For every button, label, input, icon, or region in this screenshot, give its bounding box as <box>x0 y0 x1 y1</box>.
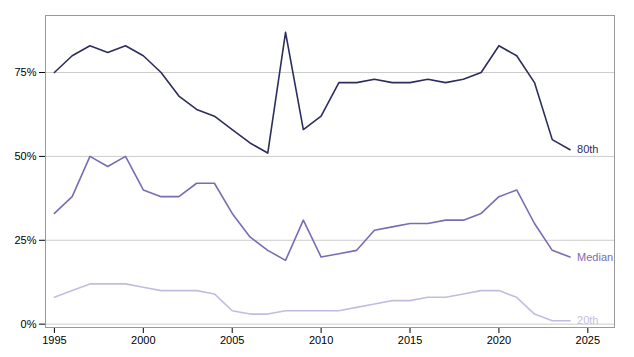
svg-text:2000: 2000 <box>131 334 155 346</box>
svg-text:2020: 2020 <box>487 334 511 346</box>
svg-text:0%: 0% <box>21 318 37 330</box>
svg-text:1995: 1995 <box>42 334 66 346</box>
svg-text:2025: 2025 <box>576 334 600 346</box>
svg-text:25%: 25% <box>14 234 36 246</box>
svg-text:50%: 50% <box>14 150 36 162</box>
svg-text:2015: 2015 <box>398 334 422 346</box>
svg-text:75%: 75% <box>14 66 36 78</box>
svg-text:2005: 2005 <box>220 334 244 346</box>
svg-text:20th: 20th <box>577 314 598 326</box>
svg-text:80th: 80th <box>577 143 598 155</box>
svg-text:Median: Median <box>577 251 613 263</box>
svg-text:2010: 2010 <box>309 334 333 346</box>
